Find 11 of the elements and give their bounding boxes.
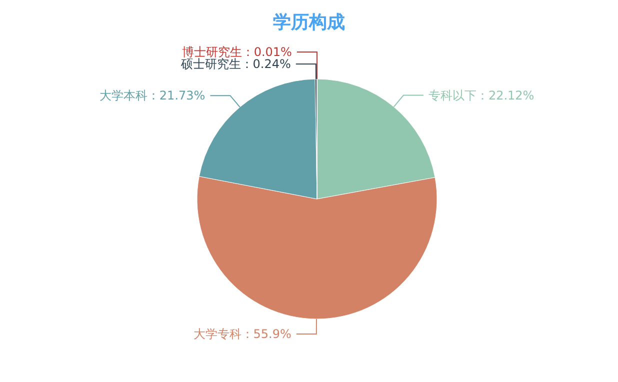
data-label: ：21.73% — [147, 88, 206, 103]
chart-title: 学历构成 — [273, 12, 345, 33]
data-label: ：55.9% — [241, 327, 292, 341]
slice-label: 大学本科 — [99, 88, 148, 103]
data-label: ：0.01% — [242, 45, 292, 60]
slice-label: 大学专科 — [193, 327, 242, 341]
data-label: ：0.24% — [240, 57, 291, 72]
slice-label: 硕士研究生 — [180, 57, 241, 72]
slice-label: 博士研究生 — [182, 45, 242, 60]
data-label: ：22.12% — [476, 88, 534, 102]
slice-label: 专科以下 — [428, 88, 476, 102]
